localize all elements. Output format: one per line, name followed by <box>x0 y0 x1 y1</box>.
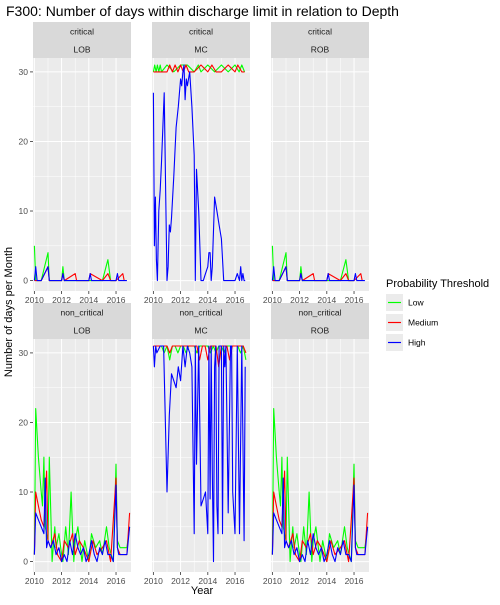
facet-col-label: LOB <box>73 326 90 336</box>
facet-strip-row <box>271 303 369 321</box>
x-tick-label: 2016 <box>226 295 245 305</box>
series-line-high <box>33 266 127 282</box>
panel-non-critical-mc: non_critical MC 2010 2012 2014 2016 <box>144 303 250 586</box>
x-tick-label: 2016 <box>345 576 364 586</box>
x-tick-label: 2010 <box>25 295 44 305</box>
x-tick-label: 2010 <box>144 576 163 586</box>
facet-row-label: non_critical <box>61 308 104 318</box>
legend-item-medium: Medium <box>386 314 438 331</box>
facet-row-label: non_critical <box>299 308 342 318</box>
panel-critical-mc: critical MC 2010 2012 2014 2016 <box>144 22 250 305</box>
panel-critical-lob: critical LOB 0 10 20 30 2010 2012 2014 2016 <box>19 22 131 305</box>
x-tick-label: 2012 <box>52 576 71 586</box>
legend: Probability Threshold Low Medium High <box>386 278 489 351</box>
x-tick-label: 2016 <box>226 576 245 586</box>
x-tick-label: 2014 <box>198 576 217 586</box>
legend-item-high: High <box>386 334 426 351</box>
facet-col-label: MC <box>194 45 207 55</box>
facet-strip-col <box>33 40 131 58</box>
series-line-high <box>271 477 369 563</box>
facet-strip-col <box>271 40 369 58</box>
x-tick-label: 2014 <box>317 295 336 305</box>
facet-col-label: ROB <box>311 45 330 55</box>
x-tick-label: 2010 <box>144 295 163 305</box>
facet-strip-row <box>152 303 250 321</box>
y-tick-label: 20 <box>19 417 29 427</box>
y-axis-title: Number of days per Month <box>3 247 15 377</box>
y-tick-label: 10 <box>19 487 29 497</box>
facet-strip-col <box>152 321 250 339</box>
x-tick-label: 2012 <box>290 576 309 586</box>
x-tick-label: 2014 <box>79 295 98 305</box>
facet-strip-row <box>33 303 131 321</box>
series-line-high <box>271 266 365 282</box>
x-tick-label: 2016 <box>345 295 364 305</box>
legend-label: Medium <box>408 318 438 328</box>
facet-strip-row <box>271 22 369 40</box>
panel-background <box>33 58 131 291</box>
chart-title: F300: Number of days within discharge li… <box>6 3 399 19</box>
y-tick-label: 30 <box>19 67 29 77</box>
x-tick-label: 2014 <box>317 576 336 586</box>
facet-strip-col <box>271 321 369 339</box>
series-line-medium <box>153 64 245 73</box>
y-tick-label: 10 <box>19 206 29 216</box>
y-tick-label: 0 <box>23 276 28 286</box>
legend-label: Low <box>408 298 424 308</box>
facet-strip-col <box>152 40 250 58</box>
facet-col-label: MC <box>194 326 207 336</box>
series-line-high <box>152 345 246 563</box>
legend-title: Probability Threshold <box>386 278 489 290</box>
x-tick-label: 2012 <box>52 295 71 305</box>
x-tick-label: 2012 <box>171 295 190 305</box>
legend-label: High <box>408 338 426 348</box>
x-tick-label: 2014 <box>198 295 217 305</box>
facet-strip-row <box>152 22 250 40</box>
x-tick-label: 2016 <box>107 576 126 586</box>
facet-row-label: critical <box>308 27 332 37</box>
facet-row-label: critical <box>70 27 94 37</box>
y-tick-label: 30 <box>19 348 29 358</box>
legend-item-low: Low <box>386 294 424 311</box>
panel-non-critical-lob: non_critical LOB 0 10 20 30 2010 2012 2014 2016 <box>19 303 131 586</box>
facet-row-label: non_critical <box>180 308 223 318</box>
facet-col-label: ROB <box>311 326 330 336</box>
facet-strip-col <box>33 321 131 339</box>
y-tick-label: 20 <box>19 136 29 146</box>
x-axis-title: Year <box>191 585 214 597</box>
x-tick-label: 2012 <box>290 295 309 305</box>
facet-strip-row <box>33 22 131 40</box>
panel-background <box>271 58 369 291</box>
x-tick-label: 2010 <box>263 295 282 305</box>
x-tick-label: 2010 <box>25 576 44 586</box>
series-line-high <box>152 64 246 282</box>
panel-non-critical-rob: non_critical ROB 2010 2012 2014 2016 <box>263 303 369 586</box>
x-tick-label: 2016 <box>107 295 126 305</box>
series-line-high <box>33 477 131 563</box>
legend-items: Low Medium High <box>386 294 438 351</box>
panel-critical-rob: critical ROB 2010 2012 2014 2016 <box>263 22 369 305</box>
facet-row-label: critical <box>189 27 213 37</box>
x-tick-label: 2010 <box>263 576 282 586</box>
facet-col-label: LOB <box>73 45 90 55</box>
x-tick-label: 2012 <box>171 576 190 586</box>
x-tick-label: 2014 <box>79 576 98 586</box>
y-tick-label: 0 <box>23 557 28 567</box>
